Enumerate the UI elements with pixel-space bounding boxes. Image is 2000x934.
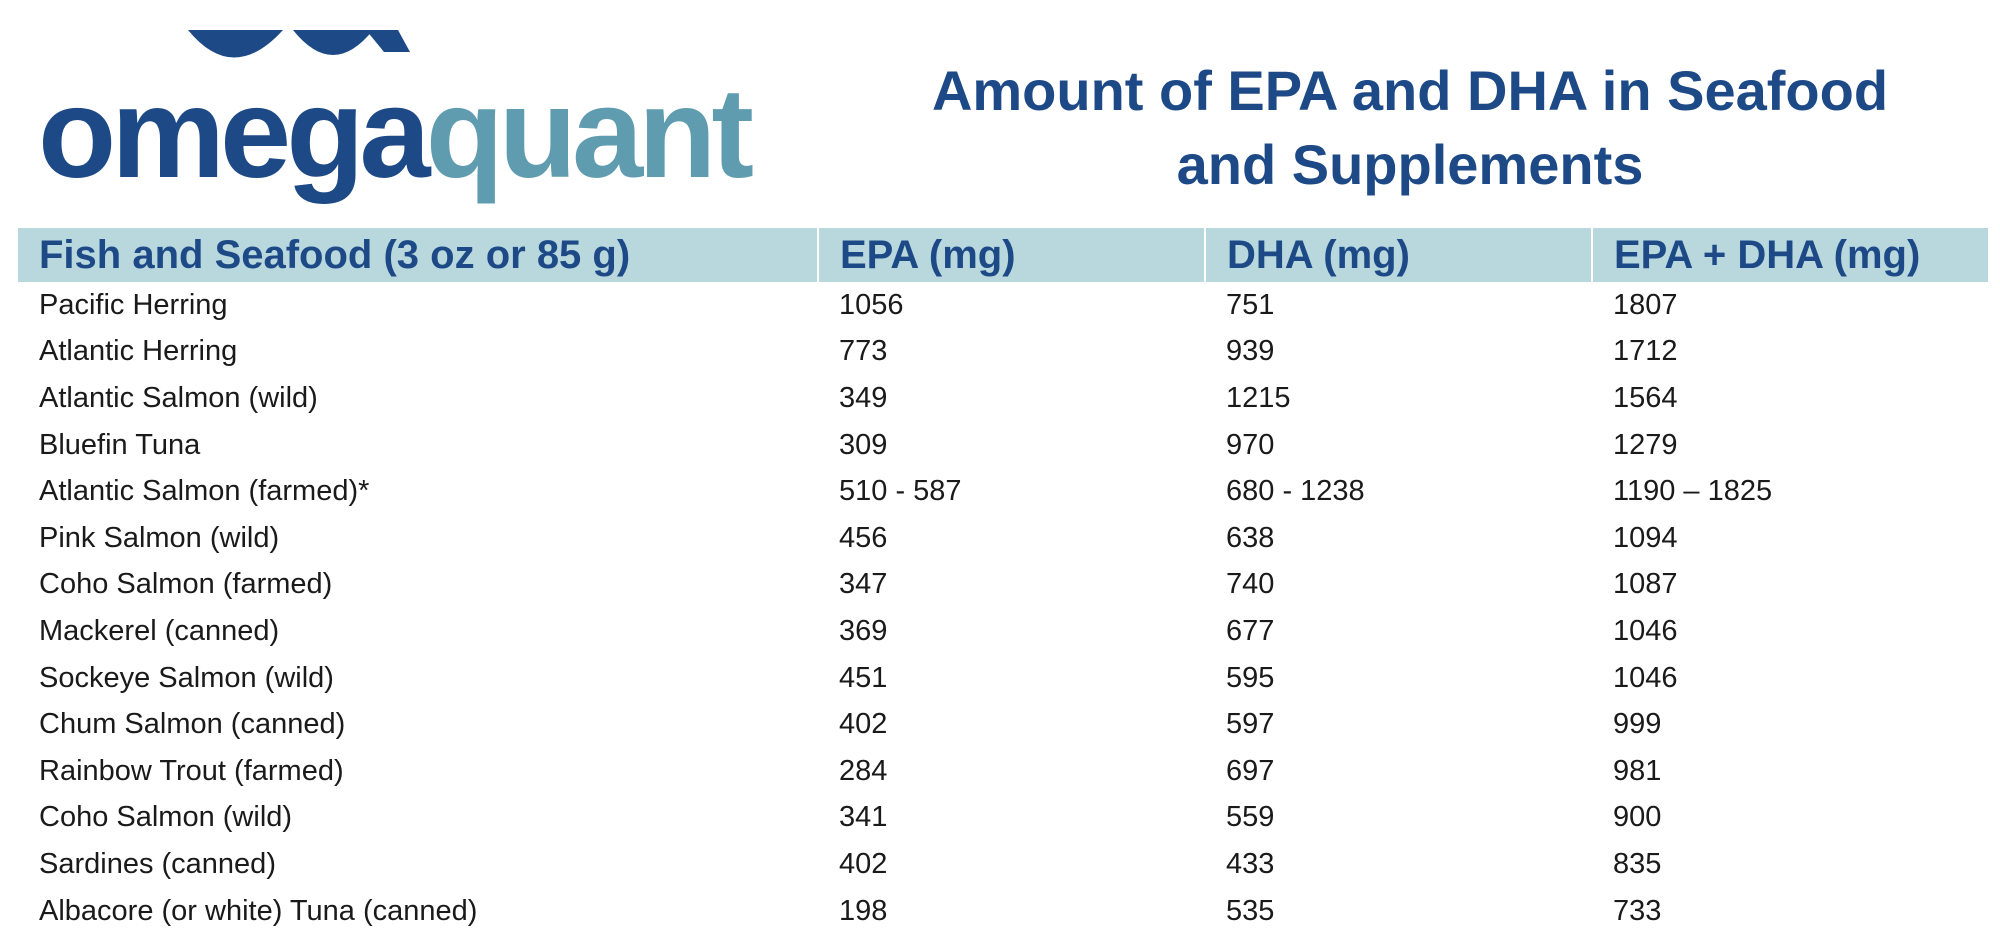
cell-food: Albacore (or white) Tuna (canned) — [39, 894, 478, 927]
cell-epa: 1056 — [839, 288, 904, 321]
cell-food: Sockeye Salmon (wild) — [39, 661, 334, 694]
cell-epa-dha: 1046 — [1613, 661, 1678, 694]
table-header-row: Fish and Seafood (3 oz or 85 g) EPA (mg)… — [18, 228, 1988, 282]
cell-epa-dha: 1087 — [1613, 568, 1678, 601]
table-row: Albacore (or white) Tuna (canned) 198 53… — [18, 888, 1988, 934]
table-row: Chum Salmon (canned) 402 597 999 — [18, 701, 1988, 748]
table-row: Coho Salmon (farmed) 347 740 1087 — [18, 562, 1988, 609]
cell-food: Bluefin Tuna — [39, 428, 201, 461]
page-title-line-1: Amount of EPA and DHA in Seafood — [931, 59, 1889, 122]
cell-dha: 697 — [1226, 754, 1275, 787]
cell-epa: 456 — [839, 521, 888, 554]
cell-epa-dha: 1094 — [1613, 521, 1678, 554]
cell-epa-dha: 1046 — [1613, 614, 1678, 647]
cell-food: Chum Salmon (canned) — [39, 708, 346, 741]
cell-food: Pink Salmon (wild) — [39, 521, 280, 554]
cell-epa: 309 — [839, 428, 888, 461]
cell-epa: 773 — [839, 335, 888, 368]
seafood-table-container: Fish and Seafood (3 oz or 85 g) EPA (mg)… — [18, 228, 1988, 934]
cell-epa-dha: 733 — [1613, 894, 1662, 927]
header-epa: EPA (mg) — [818, 228, 1206, 282]
cell-food: Sardines (canned) — [39, 847, 276, 880]
header-dha: DHA (mg) — [1205, 228, 1593, 282]
cell-dha: 559 — [1226, 801, 1275, 834]
logo-text-quant: quant — [425, 62, 754, 205]
cell-dha: 638 — [1226, 521, 1275, 554]
cell-dha: 597 — [1226, 708, 1275, 741]
cell-epa-dha: 1712 — [1613, 335, 1678, 368]
cell-dha: 939 — [1226, 335, 1275, 368]
cell-dha: 535 — [1226, 894, 1275, 927]
cell-epa: 349 — [839, 381, 888, 414]
cell-epa-dha: 1564 — [1613, 381, 1678, 414]
cell-epa-dha: 1190 – 1825 — [1613, 475, 1773, 508]
omegaquant-logo: omegaquant — [38, 30, 754, 198]
table-row: Atlantic Salmon (wild) 349 1215 1564 — [18, 375, 1988, 422]
cell-dha: 970 — [1226, 428, 1275, 461]
table-row: Pacific Herring 1056 751 1807 — [18, 282, 1988, 329]
header-fish-and-seafood: Fish and Seafood (3 oz or 85 g) — [18, 228, 819, 282]
cell-food: Atlantic Herring — [39, 335, 238, 368]
cell-dha: 677 — [1226, 614, 1275, 647]
cell-dha: 1215 — [1226, 381, 1291, 414]
cell-epa-dha: 900 — [1613, 801, 1662, 834]
seafood-omega-table: Fish and Seafood (3 oz or 85 g) EPA (mg)… — [18, 228, 1988, 934]
cell-epa-dha: 999 — [1613, 708, 1662, 741]
cell-epa: 369 — [839, 614, 888, 647]
page-title-line-2: and Supplements — [1176, 133, 1644, 196]
cell-food: Atlantic Salmon (wild) — [39, 381, 318, 414]
table-row: Sardines (canned) 402 433 835 — [18, 841, 1988, 888]
cell-epa-dha: 1279 — [1613, 428, 1678, 461]
cell-epa: 347 — [839, 568, 888, 601]
cell-epa-dha: 835 — [1613, 847, 1662, 880]
logo-wordmark: omegaquant — [38, 70, 754, 198]
cell-epa-dha: 981 — [1613, 754, 1662, 787]
cell-epa: 284 — [839, 754, 888, 787]
table-row: Atlantic Herring 773 939 1712 — [18, 329, 1988, 376]
cell-dha: 680 - 1238 — [1226, 475, 1365, 508]
page-title: Amount of EPA and DHA in Seafood and Sup… — [900, 54, 1920, 202]
table-row: Pink Salmon (wild) 456 638 1094 — [18, 515, 1988, 562]
cell-epa-dha: 1807 — [1613, 288, 1678, 321]
table-row: Mackerel (canned) 369 677 1046 — [18, 608, 1988, 655]
table-row: Atlantic Salmon (farmed)* 510 - 587 680 … — [18, 468, 1988, 515]
cell-epa: 198 — [839, 894, 888, 927]
table-row: Bluefin Tuna 309 970 1279 — [18, 422, 1988, 469]
cell-dha: 740 — [1226, 568, 1275, 601]
cell-dha: 595 — [1226, 661, 1275, 694]
cell-epa: 451 — [839, 661, 888, 694]
logo-arc-icon — [188, 30, 448, 70]
cell-epa: 510 - 587 — [839, 475, 962, 508]
logo-text-omega: omega — [38, 62, 431, 205]
cell-food: Coho Salmon (wild) — [39, 801, 293, 834]
cell-food: Coho Salmon (farmed) — [39, 568, 333, 601]
cell-epa: 341 — [839, 801, 888, 834]
cell-food: Atlantic Salmon (farmed)* — [39, 475, 370, 508]
cell-food: Mackerel (canned) — [39, 614, 280, 647]
table-row: Sockeye Salmon (wild) 451 595 1046 — [18, 655, 1988, 702]
table-row: Coho Salmon (wild) 341 559 900 — [18, 795, 1988, 842]
cell-epa: 402 — [839, 708, 888, 741]
header-epa-plus-dha: EPA + DHA (mg) — [1592, 228, 1988, 282]
cell-food: Rainbow Trout (farmed) — [39, 754, 344, 787]
cell-food: Pacific Herring — [39, 288, 228, 321]
cell-dha: 433 — [1226, 847, 1275, 880]
table-row: Rainbow Trout (farmed) 284 697 981 — [18, 748, 1988, 795]
cell-epa: 402 — [839, 847, 888, 880]
cell-dha: 751 — [1226, 288, 1275, 321]
